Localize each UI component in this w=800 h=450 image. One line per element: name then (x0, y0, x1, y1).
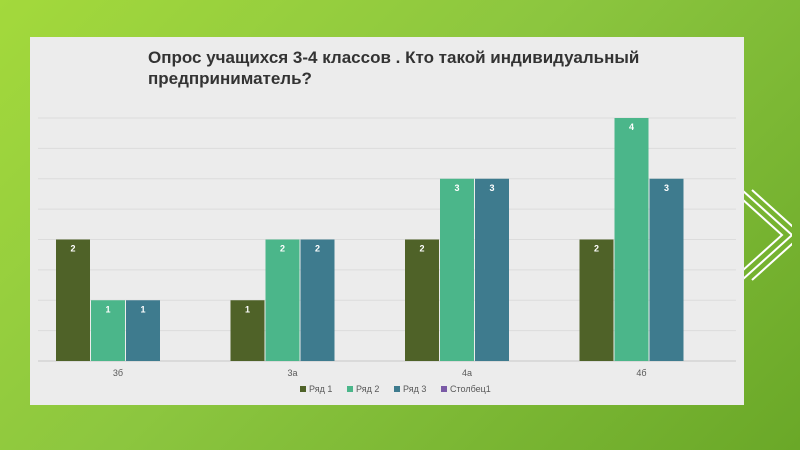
data-label: 2 (419, 244, 424, 254)
x-tick-label: 3а (287, 368, 297, 378)
chart-card: 2 1 1 3б 1 2 2 3а 2 3 3 4а 2 4 3 4б Ряд 1 Ряд 2 Ряд 3 Столб… (30, 37, 744, 405)
bar-Ряд 1 (405, 239, 439, 361)
data-label: 2 (315, 244, 320, 254)
bar-Ряд 3 (475, 178, 509, 361)
legend-swatch (347, 386, 353, 392)
legend-swatch (394, 386, 400, 392)
data-label: 2 (280, 244, 285, 254)
slide-chevron-decoration (731, 189, 792, 281)
bar-Ряд 2 (91, 300, 125, 361)
legend-label: Ряд 2 (356, 384, 379, 394)
data-label: 3 (489, 183, 494, 193)
data-label: 1 (245, 304, 250, 314)
legend-label: Ряд 3 (403, 384, 426, 394)
x-tick-label: 4б (636, 368, 646, 378)
chart-title: Опрос учащихся 3-4 классов . Кто такой и… (148, 48, 640, 88)
x-tick-label: 3б (113, 368, 123, 378)
legend-label: Столбец1 (450, 384, 491, 394)
bar-Ряд 2 (265, 239, 300, 361)
legend-label: Ряд 1 (309, 384, 332, 394)
bar-Ряд 1 (579, 239, 614, 361)
data-label: 2 (594, 244, 599, 254)
data-label: 1 (105, 304, 110, 314)
legend-swatch (300, 386, 306, 392)
bar-Ряд 1 (56, 239, 90, 361)
data-label: 3 (454, 183, 459, 193)
bar-Ряд 3 (649, 178, 684, 361)
bar-Ряд 2 (440, 178, 474, 361)
data-label: 1 (140, 304, 145, 314)
bar-chart: 2 1 1 3б 1 2 2 3а 2 3 3 4а 2 4 3 4б Ряд 1 Ряд 2 Ряд 3 Столб… (38, 117, 736, 394)
data-label: 4 (629, 122, 634, 132)
data-label: 2 (70, 244, 75, 254)
x-tick-label: 4а (462, 368, 472, 378)
bar-Ряд 3 (126, 300, 160, 361)
bar-Ряд 2 (614, 118, 649, 361)
legend-swatch (441, 386, 447, 392)
data-label: 3 (664, 183, 669, 193)
bar-Ряд 3 (300, 239, 335, 361)
bar-Ряд 1 (230, 300, 265, 361)
